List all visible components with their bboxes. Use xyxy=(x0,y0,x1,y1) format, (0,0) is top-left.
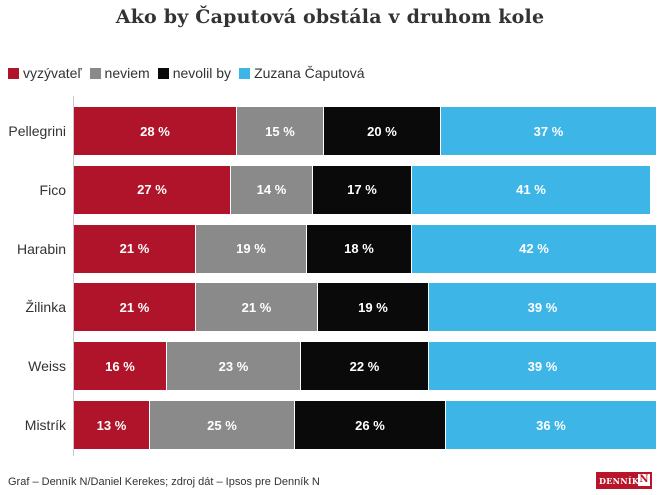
category-label: Fico xyxy=(39,181,66,198)
legend-label: nevolil by xyxy=(172,65,232,81)
data-label: 15 % xyxy=(265,123,295,139)
chart-title: Ako by Čaputová obstála v druhom kole xyxy=(115,6,545,28)
data-label: 23 % xyxy=(218,358,249,374)
legend-swatch xyxy=(239,67,251,79)
bar-segment[interactable]: 16 % xyxy=(74,342,167,391)
bar-segment[interactable]: 13 % xyxy=(74,401,150,449)
legend: vyzývateľ neviem nevolil by Zuzana Čaputová xyxy=(8,64,373,82)
data-label: 19 % xyxy=(358,299,388,315)
data-label: 27 % xyxy=(137,182,167,198)
legend-item: Zuzana Čaputová xyxy=(239,65,365,81)
bar-segment[interactable]: 39 % xyxy=(429,283,656,332)
logo-wordmark: DENNÍK xyxy=(599,475,640,486)
legend-swatch xyxy=(89,67,101,79)
source-note: Graf – Denník N/Daniel Kerekes; zdroj dá… xyxy=(8,476,320,488)
data-label: 16 % xyxy=(105,358,135,374)
data-label: 37 % xyxy=(533,123,564,139)
bar-segment[interactable]: 21 % xyxy=(196,283,318,332)
category-label: Harabin xyxy=(16,240,66,257)
bar-segment[interactable]: 28 % xyxy=(74,107,237,155)
bar-segment[interactable]: 27 % xyxy=(74,165,231,214)
bar-segment[interactable]: 19 % xyxy=(196,224,307,273)
data-label: 21 % xyxy=(119,241,150,257)
legend-item: neviem xyxy=(89,65,150,81)
bar-segment[interactable]: 42 % xyxy=(412,224,656,273)
data-label: 14 % xyxy=(256,182,287,198)
bar-segment[interactable]: 37 % xyxy=(441,107,656,155)
legend-label: Zuzana Čaputová xyxy=(254,65,365,81)
data-label: 18 % xyxy=(344,241,374,257)
category-axis-line xyxy=(73,96,74,456)
bar-segment[interactable]: 17 % xyxy=(313,165,412,214)
data-label: 25 % xyxy=(207,417,237,433)
data-label: 36 % xyxy=(536,417,566,433)
bar-segment[interactable]: 25 % xyxy=(150,401,295,449)
bar-segment[interactable]: 19 % xyxy=(318,283,429,332)
legend-label: neviem xyxy=(104,65,150,81)
bar-segment[interactable]: 18 % xyxy=(307,224,412,273)
bar-segment[interactable]: 36 % xyxy=(446,401,656,449)
logo-n-mark: N xyxy=(638,474,650,486)
legend-label: vyzývateľ xyxy=(23,65,82,81)
data-label: 19 % xyxy=(236,241,266,257)
bar-segment[interactable]: 15 % xyxy=(237,107,324,155)
bar-segment[interactable]: 26 % xyxy=(295,401,446,449)
bar-segment[interactable]: 39 % xyxy=(429,342,656,391)
category-label: Mistrík xyxy=(24,417,66,433)
bar-segment[interactable]: 20 % xyxy=(324,107,441,155)
data-label: 22 % xyxy=(349,358,380,374)
data-label: 39 % xyxy=(527,358,558,374)
category-label: Weiss xyxy=(28,358,66,375)
bar-segment[interactable]: 21 % xyxy=(74,283,196,332)
bar-segment[interactable]: 21 % xyxy=(74,224,196,273)
bar-segment[interactable]: 41 % xyxy=(412,165,650,214)
data-label: 17 % xyxy=(347,182,377,198)
legend-item: vyzývateľ xyxy=(8,65,82,81)
data-label: 26 % xyxy=(355,417,385,433)
data-label: 41 % xyxy=(516,182,546,198)
category-label: Žilinka xyxy=(25,299,66,316)
data-label: 13 % xyxy=(96,417,127,433)
legend-swatch xyxy=(157,67,169,79)
bar-segment[interactable]: 22 % xyxy=(301,342,429,391)
bar-segment[interactable]: 23 % xyxy=(167,342,301,391)
data-label: 21 % xyxy=(119,299,150,315)
brand-logo[interactable]: DENNÍK N xyxy=(596,472,652,489)
data-label: 42 % xyxy=(519,241,549,257)
data-label: 28 % xyxy=(140,123,170,139)
category-label: Pellegrini xyxy=(8,123,66,139)
data-label: 20 % xyxy=(367,123,397,139)
data-label: 39 % xyxy=(527,299,558,315)
bar-segment[interactable]: 14 % xyxy=(231,165,313,214)
legend-item: nevolil by xyxy=(157,65,232,81)
data-label: 21 % xyxy=(241,299,272,315)
legend-swatch xyxy=(8,67,19,79)
